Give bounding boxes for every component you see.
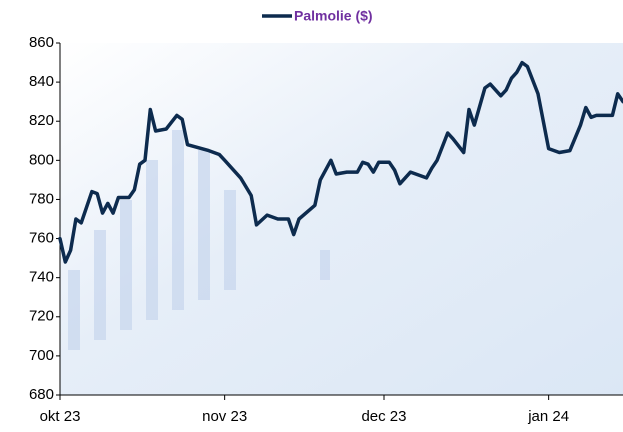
- x-tick-label: dec 23: [361, 408, 406, 425]
- chart: Palmolie ($) 680 700 720 740 760 780 800 820 840…: [0, 0, 623, 432]
- y-tick-label: 720: [29, 308, 54, 325]
- x-tick-label: jan 24: [527, 408, 569, 425]
- x-tick-label: okt 23: [40, 408, 81, 425]
- y-tick-label: 840: [29, 73, 54, 90]
- x-tick-label: nov 23: [202, 408, 247, 425]
- y-tick-label: 780: [29, 190, 54, 207]
- y-tick-label: 700: [29, 347, 54, 364]
- y-tick-label: 760: [29, 230, 54, 247]
- y-tick-label: 740: [29, 269, 54, 286]
- legend-label: Palmolie ($): [294, 8, 373, 24]
- legend: Palmolie ($): [262, 8, 373, 24]
- y-tick-label: 800: [29, 151, 54, 168]
- y-tick-label: 860: [29, 34, 54, 51]
- y-tick-label: 680: [29, 386, 54, 403]
- y-tick-label: 820: [29, 112, 54, 129]
